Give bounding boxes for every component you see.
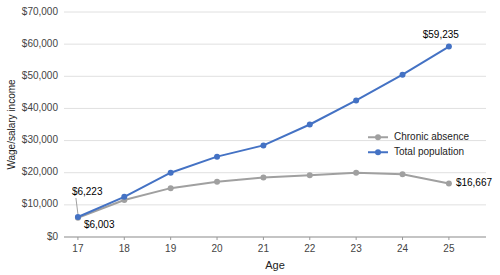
grid-line xyxy=(64,12,486,13)
point xyxy=(400,72,406,78)
point xyxy=(168,170,174,176)
x-tick xyxy=(124,237,125,240)
point xyxy=(400,171,406,177)
point xyxy=(307,122,313,128)
x-tick xyxy=(170,237,171,240)
grid-line xyxy=(64,108,486,109)
point xyxy=(214,154,220,160)
chart: $0 $10,000 $20,000 $30,000 $40,000 $50,000 $60… xyxy=(0,0,500,275)
legend: Chronic absence Total population xyxy=(368,131,469,157)
y-tick-label: $10,000 xyxy=(22,198,59,209)
y-tick-label: $70,000 xyxy=(22,6,59,17)
annotation: $16,667 xyxy=(456,177,493,188)
x-tick-label: 25 xyxy=(443,243,455,254)
x-tick-label: 18 xyxy=(119,243,131,254)
grid-line xyxy=(64,172,486,173)
y-tick-label: $0 xyxy=(47,231,59,242)
legend-marker xyxy=(375,149,381,155)
point xyxy=(260,175,266,181)
annotation: $6,223 xyxy=(72,186,103,197)
x-axis-label: Age xyxy=(265,259,285,271)
point xyxy=(307,172,313,178)
point xyxy=(260,142,266,148)
x-tick xyxy=(263,237,264,240)
point xyxy=(75,215,81,221)
point xyxy=(121,194,127,200)
y-tick-label: $30,000 xyxy=(22,134,59,145)
x-tick-label: 17 xyxy=(72,243,84,254)
x-tick-label: 21 xyxy=(258,243,270,254)
point xyxy=(446,180,452,186)
x-axis-line xyxy=(64,237,486,238)
legend-label: Total population xyxy=(394,146,464,157)
point xyxy=(353,170,359,176)
annotation: $6,003 xyxy=(84,219,115,230)
grid xyxy=(64,12,486,237)
y-tick-label: $20,000 xyxy=(22,166,59,177)
series-line xyxy=(78,173,449,218)
grid-line xyxy=(64,44,486,45)
point xyxy=(168,185,174,191)
x-tick-label: 20 xyxy=(211,243,223,254)
y-axis-label: Wage/salary income xyxy=(6,79,17,170)
point xyxy=(353,97,359,103)
grid-line xyxy=(64,204,486,205)
x-tick xyxy=(402,237,403,240)
annotation-leader xyxy=(76,198,78,214)
x-tick xyxy=(309,237,310,240)
y-tick-label: $50,000 xyxy=(22,70,59,81)
x-tick xyxy=(448,237,449,240)
x-tick xyxy=(356,237,357,240)
x-tick xyxy=(77,237,78,240)
x-tick-label: 22 xyxy=(304,243,316,254)
point xyxy=(75,214,81,220)
grid-line xyxy=(64,237,486,238)
legend-marker xyxy=(375,134,381,140)
y-tick-label: $40,000 xyxy=(22,102,59,113)
x-tick-label: 24 xyxy=(397,243,409,254)
point xyxy=(446,44,452,50)
legend-label: Chronic absence xyxy=(394,131,469,142)
y-tick-label: $60,000 xyxy=(22,38,59,49)
x-tick-label: 23 xyxy=(351,243,363,254)
grid-line xyxy=(64,76,486,77)
x-tick-label: 19 xyxy=(165,243,177,254)
x-tick xyxy=(217,237,218,240)
point xyxy=(214,179,220,185)
annotation: $59,235 xyxy=(423,29,460,40)
